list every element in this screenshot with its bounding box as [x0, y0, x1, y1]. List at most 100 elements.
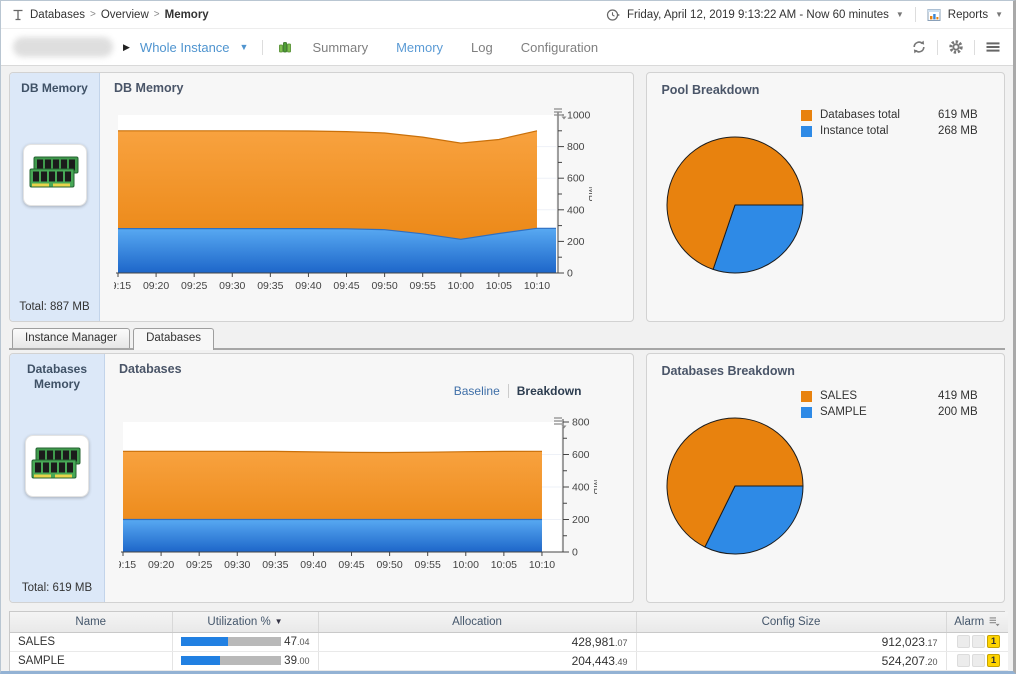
column-menu-icon[interactable] [988, 616, 1000, 627]
divider [507, 384, 509, 398]
svg-text:0: 0 [572, 547, 578, 559]
refresh-icon[interactable] [911, 39, 927, 55]
pool-breakdown-title: Pool Breakdown [661, 83, 760, 97]
svg-text:09:50: 09:50 [371, 280, 397, 292]
main-content: DB Memory Total: 887 MB DB Memory [1, 66, 1013, 671]
expander-arrow-icon[interactable]: ▶ [123, 41, 130, 52]
alarm-critical-indicator[interactable] [972, 654, 985, 667]
svg-text:10:05: 10:05 [491, 559, 517, 571]
breadcrumb-separator: > [89, 9, 96, 20]
breadcrumb-overview[interactable]: Overview [100, 8, 149, 21]
memory-ram-icon[interactable] [25, 434, 89, 497]
breakdown-toggle[interactable]: Breakdown [516, 384, 582, 398]
svg-text:09:15: 09:15 [114, 280, 131, 292]
databases-breakdown-pie-chart[interactable] [661, 410, 811, 562]
tab-memory[interactable]: Memory [396, 39, 444, 55]
memory-ram-icon[interactable] [22, 143, 87, 206]
table-row[interactable]: SAMPLE 39.00 204,443.49 524,207.20 [10, 651, 1008, 671]
svg-text:600: 600 [567, 173, 585, 185]
tab-databases[interactable]: Databases [133, 328, 215, 350]
whole-instance-caret-icon[interactable]: ▼ [239, 42, 249, 52]
baseline-toggle[interactable]: Baseline [453, 384, 500, 398]
col-header-name[interactable]: Name [10, 612, 173, 633]
utilization-cell: 47.04 [172, 632, 319, 652]
breadcrumb-databases[interactable]: Databases [30, 8, 85, 21]
time-range-caret-icon[interactable]: ▼ [895, 10, 904, 19]
pool-breakdown-pie-chart[interactable] [661, 129, 811, 281]
chart-options-icon[interactable] [552, 416, 567, 434]
divider [262, 39, 264, 55]
pool-breakdown-legend: Databases total 619 MB Instance total 26… [801, 109, 990, 137]
db-memory-area-chart[interactable]: 0 200 400 600 800 1000 09:15 09:20 09:25 09:30 09:… [114, 109, 592, 305]
databases-breakdown-legend: SALES 419 MB SAMPLE 200 MB [801, 390, 990, 418]
legend-item: Databases total 619 MB [801, 109, 990, 121]
utilization-cell: 39.00 [172, 651, 319, 671]
breadcrumb: Databases > Overview > Memory [11, 8, 209, 22]
databases-table: Name Utilization % ▼ Allocation Config Si… [9, 611, 1008, 671]
alarm-warning-indicator[interactable]: 1 [987, 654, 1000, 667]
whole-instance-selector[interactable]: Whole Instance [139, 39, 230, 55]
svg-text:MB: MB [591, 480, 597, 495]
db-name-cell[interactable]: SAMPLE [10, 651, 173, 671]
svg-text:10:00: 10:00 [453, 559, 479, 571]
tab-summary[interactable]: Summary [312, 39, 369, 55]
alarm-critical-indicator[interactable] [972, 635, 985, 648]
svg-text:09:45: 09:45 [333, 280, 359, 292]
reports-caret-icon[interactable]: ▼ [995, 10, 1003, 19]
databases-breakdown-panel: Databases Breakdown SALES 419 MB SAMPLE … [646, 353, 1005, 603]
svg-text:09:50: 09:50 [376, 559, 402, 571]
svg-text:1000: 1000 [567, 110, 591, 122]
legend-item: SAMPLE 200 MB [801, 406, 990, 418]
svg-text:09:35: 09:35 [262, 559, 288, 571]
svg-text:09:55: 09:55 [415, 559, 441, 571]
svg-text:09:40: 09:40 [300, 559, 326, 571]
legend-item: Instance total 268 MB [801, 125, 990, 137]
db-memory-sidebar: DB Memory Total: 887 MB [10, 73, 100, 321]
sort-desc-icon: ▼ [274, 617, 283, 627]
svg-text:400: 400 [567, 204, 585, 216]
db-name-cell[interactable]: SALES [10, 632, 173, 652]
legend-swatch-orange [801, 390, 812, 402]
alarm-fatal-indicator[interactable] [957, 654, 970, 667]
db-memory-total: Total: 887 MB [19, 300, 90, 313]
legend-swatch-blue [801, 406, 812, 418]
tab-log[interactable]: Log [471, 39, 493, 55]
view-toggle: Baseline Breakdown [453, 384, 582, 398]
legend-swatch-orange [801, 109, 812, 121]
tab-configuration[interactable]: Configuration [520, 39, 599, 55]
hamburger-menu-icon[interactable] [985, 39, 1001, 55]
alarm-cell: 1 [946, 651, 1008, 671]
tab-instance-manager[interactable]: Instance Manager [12, 328, 131, 348]
svg-text:09:15: 09:15 [119, 559, 136, 571]
allocation-cell: 428,981.07 [318, 632, 637, 652]
time-range-label[interactable]: Friday, April 12, 2019 9:13:22 AM - Now … [627, 8, 889, 21]
alarm-warning-indicator[interactable]: 1 [987, 635, 1000, 648]
divider [914, 7, 916, 22]
gear-icon[interactable] [948, 39, 964, 55]
alarm-fatal-indicator[interactable] [957, 635, 970, 648]
reports-menu[interactable]: Reports [947, 8, 989, 21]
chart-options-icon[interactable] [552, 107, 567, 125]
svg-text:10:10: 10:10 [524, 280, 550, 292]
breadcrumb-separator: > [153, 9, 160, 20]
reports-icon [927, 8, 941, 21]
svg-text:200: 200 [567, 236, 585, 248]
health-status-icon [279, 42, 292, 53]
databases-sidebar-title: Databases Memory [26, 362, 88, 391]
databases-area-chart[interactable]: 0 200 400 600 800 09:15 09:20 09:25 09:30 09:35 09… [119, 416, 597, 586]
col-header-config-size[interactable]: Config Size [636, 612, 947, 633]
col-header-utilization[interactable]: Utilization % ▼ [172, 612, 319, 633]
svg-text:09:25: 09:25 [181, 280, 207, 292]
db-memory-chart-title: DB Memory [114, 81, 184, 95]
legend-item: SALES 419 MB [801, 390, 990, 402]
svg-text:09:20: 09:20 [148, 559, 174, 571]
divider [937, 39, 938, 55]
pool-breakdown-panel: Pool Breakdown Databases total 619 MB In… [646, 72, 1005, 322]
col-header-allocation[interactable]: Allocation [318, 612, 637, 633]
utilization-bar [180, 656, 281, 665]
table-row[interactable]: SALES 47.04 428,981.07 912,023.17 [10, 632, 1008, 652]
svg-text:09:20: 09:20 [143, 280, 169, 292]
col-header-alarm[interactable]: Alarm [946, 612, 1008, 633]
databases-breakdown-title: Databases Breakdown [661, 364, 795, 378]
legend-swatch-blue [801, 125, 812, 137]
